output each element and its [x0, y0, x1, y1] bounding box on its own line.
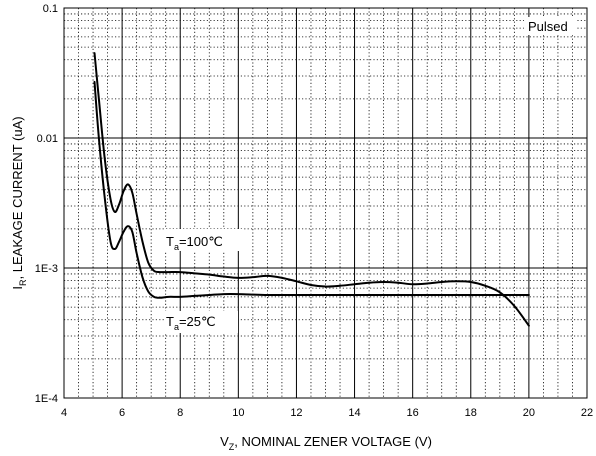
x-tick-label: 22: [581, 407, 593, 419]
x-tick-label: 6: [119, 407, 125, 419]
series-label-25-main: T: [166, 314, 174, 329]
x-tick-label: 10: [232, 407, 244, 419]
series-label-100-sub: a: [174, 242, 179, 252]
y-tick-label: 0.01: [37, 133, 58, 145]
series-label-100: Ta=100℃: [166, 234, 223, 252]
series-label-100-main: T: [166, 234, 174, 249]
x-tick-label: 16: [407, 407, 419, 419]
x-tick-label: 4: [61, 407, 67, 419]
series-label-backing-100: [164, 229, 244, 251]
y-tick-labels: 1E-4 1E-3 0.01 0.1: [35, 3, 58, 405]
y-tick-label: 0.1: [43, 3, 58, 15]
x-tick-label: 8: [177, 407, 183, 419]
series-line-1: [93, 80, 530, 299]
y-axis-label-rest: , LEAKAGE CURRENT (uA): [10, 116, 25, 279]
plot-frame: [63, 7, 588, 399]
x-axis-label-sub: Z: [229, 442, 235, 452]
series-label-25: Ta=25℃: [166, 314, 216, 332]
series-label-100-rest: =100℃: [179, 234, 223, 249]
y-tick-label: 1E-4: [35, 393, 58, 405]
y-axis-label-main: I: [10, 286, 25, 290]
minor-grid: [64, 8, 587, 398]
x-tick-label: 20: [523, 407, 535, 419]
annotation-backing: [524, 17, 576, 35]
series-label-25-sub: a: [174, 322, 179, 332]
major-grid: [64, 8, 587, 398]
y-axis-label-sub: R: [18, 279, 28, 286]
x-tick-label: 18: [465, 407, 477, 419]
series-label-25-rest: =25℃: [179, 314, 216, 329]
y-tick-label: 1E-3: [35, 263, 58, 275]
x-tick-label: 14: [348, 407, 360, 419]
x-axis-label-rest: , NOMINAL ZENER VOLTAGE (V): [234, 434, 432, 449]
series-label-backing-25: [164, 311, 238, 333]
y-axis-label: IR, LEAKAGE CURRENT (uA): [10, 116, 28, 289]
x-tick-label: 12: [290, 407, 302, 419]
series-line-0: [93, 52, 530, 327]
x-tick-labels: 4 6 8 10 12 14 16 18 20 22: [61, 407, 593, 419]
x-axis-label-main: V: [220, 434, 229, 449]
series-layer: [93, 52, 530, 327]
annotation-pulsed: Pulsed: [528, 19, 568, 34]
x-axis-label: VZ, NOMINAL ZENER VOLTAGE (V): [220, 434, 432, 452]
